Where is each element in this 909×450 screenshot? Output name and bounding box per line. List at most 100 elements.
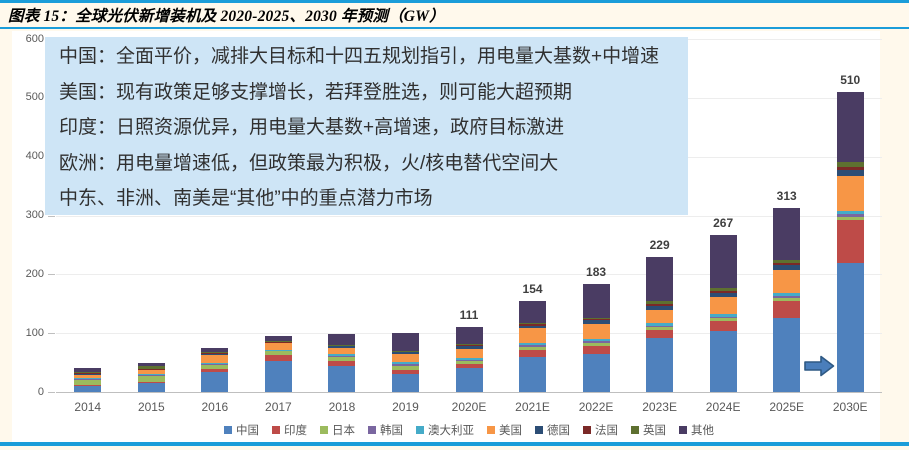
x-axis-label: 2030E — [832, 400, 868, 414]
bar-segment — [137, 362, 165, 367]
bar-segment — [646, 330, 674, 338]
y-axis-tick — [48, 274, 55, 276]
bar-segment — [328, 353, 356, 357]
bar-segment — [836, 220, 864, 263]
bar-segment — [328, 334, 356, 346]
legend-item: 韩国 — [368, 422, 403, 438]
bar-segment — [455, 357, 483, 360]
bar-segment — [646, 304, 674, 307]
bar-segment — [264, 336, 292, 342]
bar-segment — [646, 327, 674, 331]
legend-label: 韩国 — [380, 425, 403, 437]
bar-segment — [328, 347, 356, 354]
bar-segment — [74, 379, 102, 386]
bar-segment — [455, 346, 483, 350]
annotation-line-other: 中东、非洲、南美是“其他”中的重点潜力市场 — [59, 188, 433, 210]
legend-swatch-icon — [583, 426, 591, 434]
bar-segment — [264, 350, 292, 352]
bar-segment — [137, 368, 165, 370]
x-axis-label: 2023E — [642, 400, 677, 414]
bar-segment — [137, 369, 165, 371]
legend-swatch-icon — [535, 426, 543, 434]
y-axis-label: 400 — [25, 150, 44, 163]
bar-segment — [709, 292, 737, 298]
legend-item: 英国 — [631, 422, 666, 438]
bar-segment — [709, 331, 737, 392]
y-axis-tick — [48, 392, 55, 393]
bar-segment — [328, 365, 356, 392]
bar-total-label: 229 — [649, 238, 670, 253]
bar-segment — [519, 323, 547, 325]
x-axis-label: 2018 — [328, 400, 356, 414]
bar-segment — [201, 371, 229, 392]
legend-swatch-icon — [631, 426, 639, 434]
bar-segment — [328, 345, 356, 348]
bar-segment — [836, 170, 864, 177]
legend-item: 法国 — [583, 422, 618, 438]
y-axis-label: 300 — [25, 209, 44, 221]
bar-segment — [328, 356, 356, 358]
bar-segment — [455, 359, 483, 361]
bar-segment — [137, 383, 165, 392]
bar-segment — [582, 320, 610, 324]
bar-segment — [201, 353, 229, 355]
bar-segment — [773, 297, 801, 301]
bar-segment — [201, 347, 229, 353]
y-axis-label: 200 — [25, 267, 44, 280]
legend-label: 日本 — [332, 425, 355, 437]
x-axis-label: 2015 — [137, 400, 165, 414]
bar-segment — [137, 370, 165, 375]
x-axis-label: 2016 — [201, 400, 229, 414]
y-axis-label: 0 — [37, 385, 44, 398]
bar-segment — [709, 316, 737, 319]
bar-segment — [709, 318, 737, 322]
bar-segment — [582, 341, 610, 344]
bar-segment — [836, 216, 864, 221]
bar-total-label: 183 — [586, 265, 607, 280]
bar-segment — [264, 343, 292, 350]
bar-segment — [264, 342, 292, 344]
bar-segment — [646, 337, 674, 392]
bar-segment — [328, 357, 356, 362]
bar-segment — [836, 211, 864, 215]
gridline — [56, 215, 882, 217]
bar-segment — [519, 344, 547, 347]
bar-segment — [773, 295, 801, 298]
annotation-box: 中国：全面平价，减排大目标和十四五规划指引，用电量大基数+中增速 美国：现有政策… — [45, 37, 688, 215]
y-axis-label: 100 — [25, 326, 44, 339]
x-axis-label: 2017 — [265, 400, 292, 414]
y-axis-tick — [48, 333, 55, 335]
bar-segment — [836, 166, 864, 171]
bar-total-label: 313 — [776, 188, 797, 203]
bar-segment — [519, 324, 547, 326]
bar-segment — [519, 346, 547, 350]
bottom-rule — [0, 442, 909, 446]
legend-label: 其他 — [691, 425, 714, 437]
legend-label: 中国 — [236, 425, 259, 437]
bar-segment — [74, 373, 102, 375]
bar-segment — [201, 354, 229, 364]
x-axis-line — [56, 392, 882, 393]
bar-total-label: 510 — [840, 72, 861, 87]
x-axis-label: 2014 — [74, 400, 102, 414]
legend-label: 英国 — [643, 425, 666, 437]
gridline — [56, 274, 882, 276]
bar-segment — [836, 161, 864, 167]
bar-segment — [455, 349, 483, 358]
title-underline — [0, 27, 909, 29]
bar-segment — [201, 352, 229, 354]
forecast-arrow-icon — [804, 355, 835, 377]
bar-segment — [74, 368, 102, 372]
bar-segment — [74, 378, 102, 380]
bar-segment — [709, 321, 737, 332]
bar-segment — [201, 363, 229, 365]
bar-segment — [773, 300, 801, 319]
bar-segment — [519, 342, 547, 345]
legend-item: 中国 — [224, 422, 259, 438]
legend-item: 其他 — [679, 422, 714, 438]
legend-item: 德国 — [535, 422, 570, 438]
bar-segment — [391, 351, 419, 355]
bar-segment — [74, 371, 102, 374]
figure-title: 图表 15：全球光伏新增装机及 2020-2025、2030 年预测（GW） — [8, 8, 445, 25]
legend-swatch-icon — [320, 426, 328, 434]
